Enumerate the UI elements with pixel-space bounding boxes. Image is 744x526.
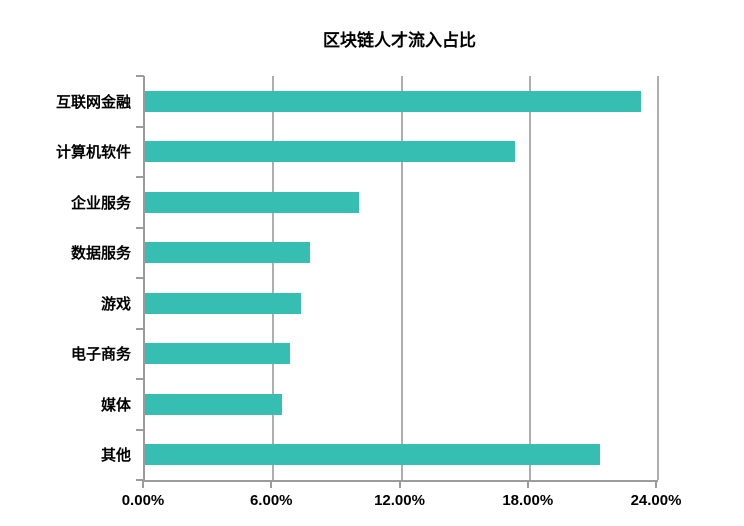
- bar-互联网金融: [145, 90, 641, 112]
- y-axis-tick: [136, 277, 144, 279]
- bar-媒体: [145, 393, 282, 415]
- y-axis-tick: [136, 479, 144, 481]
- y-axis-tick: [136, 428, 144, 431]
- gridline-24: [657, 76, 659, 480]
- y-axis-tick: [136, 327, 144, 330]
- x-axis-tick: [142, 480, 144, 488]
- bar-计算机软件: [145, 141, 515, 163]
- x-axis-label-24.00%: 24.00%: [630, 492, 682, 509]
- y-axis-tick: [136, 125, 144, 128]
- y-axis-tick: [136, 176, 144, 178]
- category-label-计算机软件: 计算机软件: [55, 144, 131, 162]
- bar-电子商务: [145, 343, 291, 365]
- category-label-企业服务: 企业服务: [70, 194, 131, 212]
- category-label-电子商务: 电子商务: [70, 346, 131, 364]
- category-label-数据服务: 数据服务: [70, 245, 131, 263]
- category-axis-labels: 互联网金融计算机软件企业服务数据服务游戏电子商务媒体其他: [0, 76, 131, 480]
- y-axis-tick: [136, 75, 144, 77]
- x-axis-label-18.00%: 18.00%: [502, 492, 554, 509]
- x-axis-tick: [270, 480, 273, 488]
- gridline-12: [400, 76, 403, 480]
- plot-area: [143, 76, 659, 482]
- bar-其他: [145, 444, 601, 466]
- x-axis-label-0.00%: 0.00%: [121, 492, 165, 509]
- y-axis-tick: [136, 226, 144, 229]
- bar-数据服务: [145, 242, 310, 264]
- chart-title: 区块链人才流入占比: [323, 31, 476, 50]
- category-label-游戏: 游戏: [100, 295, 131, 313]
- category-label-互联网金融: 互联网金融: [55, 93, 131, 111]
- category-label-其他: 其他: [100, 447, 131, 465]
- gridline-18: [528, 76, 531, 480]
- x-axis-tick: [398, 480, 401, 488]
- bar-游戏: [145, 292, 302, 314]
- category-label-媒体: 媒体: [100, 396, 131, 414]
- y-axis-tick: [136, 378, 144, 380]
- x-axis-label-6.00%: 6.00%: [249, 492, 293, 509]
- gridline-6: [272, 76, 275, 480]
- bar-企业服务: [145, 191, 359, 213]
- x-axis-tick: [655, 480, 657, 488]
- x-axis-tick: [526, 480, 529, 488]
- x-axis-label-12.00%: 12.00%: [374, 492, 425, 509]
